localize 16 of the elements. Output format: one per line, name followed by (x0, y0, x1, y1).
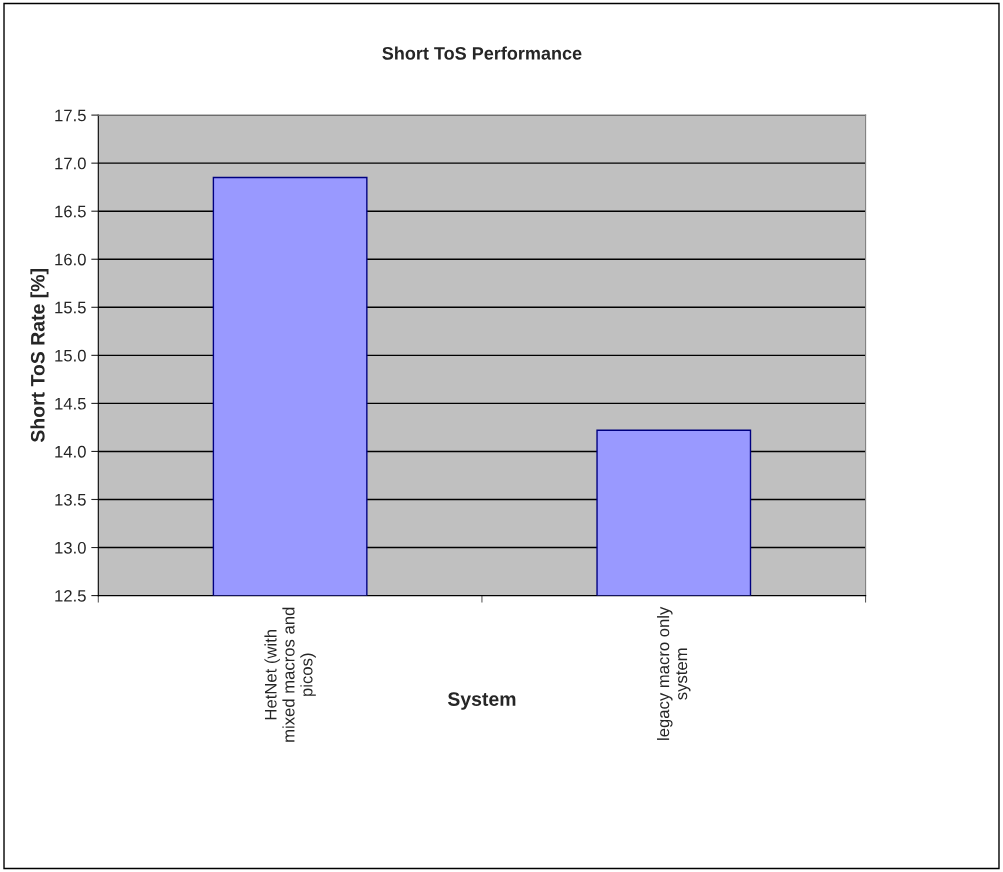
y-tick-label: 14.0 (55, 445, 86, 458)
y-tick-label: 17.0 (55, 157, 86, 170)
y-tick-label: 16.5 (55, 205, 86, 218)
y-tick-label: 17.5 (55, 109, 86, 122)
chart-title: Short ToS Performance (382, 46, 582, 60)
x-axis-title: System (447, 692, 516, 710)
y-tick-label: 16.0 (55, 253, 86, 266)
y-tick-label: 12.5 (55, 589, 86, 602)
y-tick-label: 13.0 (55, 541, 86, 554)
y-axis-title: Short ToS Rate [%] (30, 269, 49, 443)
x-tick-label: legacy macro only system (657, 606, 691, 740)
y-tick-label: 15.0 (55, 349, 86, 362)
x-tick-label: HetNet (with mixed macros and picos) (264, 607, 316, 742)
y-tick-label: 15.5 (55, 301, 86, 314)
y-tick-label: 13.5 (55, 493, 86, 506)
y-tick-label: 14.5 (55, 397, 86, 410)
